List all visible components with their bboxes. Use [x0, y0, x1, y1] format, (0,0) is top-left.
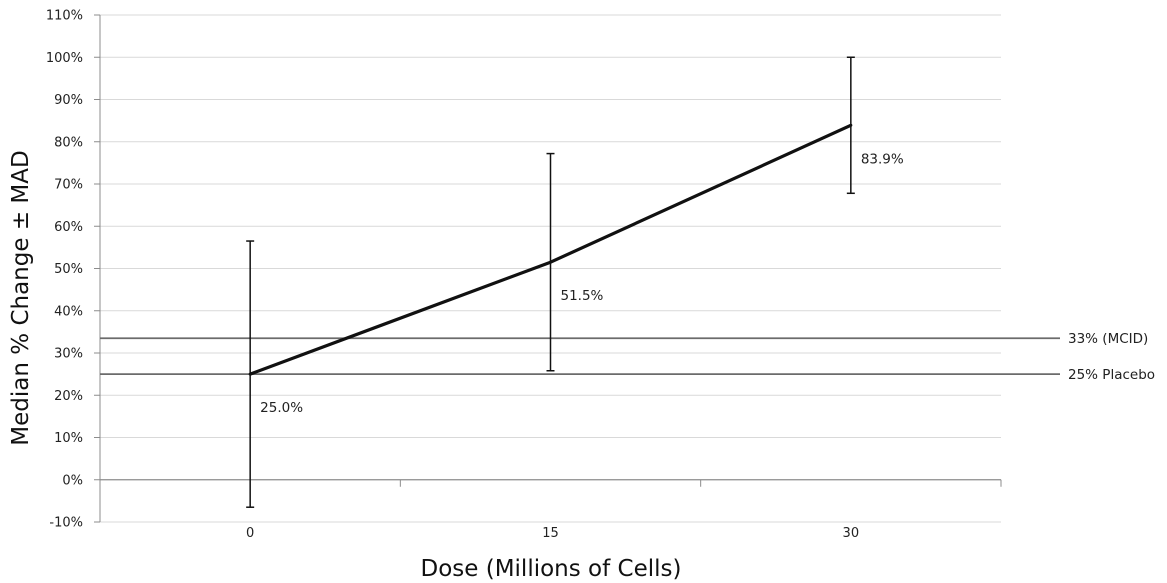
- y-tick-label: 50%: [54, 262, 83, 277]
- x-tick-label: 15: [542, 526, 559, 541]
- axes: -10% 0% 10% 20% 30% 40% 50% 60% 70% 80% 90% 100% 110…: [46, 9, 1002, 541]
- y-tick-label: 110%: [46, 9, 83, 24]
- y-tick-label: 100%: [46, 51, 83, 66]
- y-axis-title: Median % Change ± MAD: [8, 150, 34, 445]
- y-tick-label: 70%: [54, 178, 83, 193]
- reference-lines: 33% (MCID) 25% Placebo: [100, 331, 1155, 383]
- error-bars: [246, 56, 855, 508]
- data-point: [549, 260, 552, 264]
- y-tick-label: 30%: [54, 347, 83, 362]
- data-point: [248, 372, 252, 376]
- reference-line-label: 25% Placebo: [1068, 367, 1155, 383]
- series-layer: [248, 123, 853, 376]
- y-tick-label: 40%: [54, 304, 83, 319]
- y-tick-label: 20%: [54, 389, 83, 404]
- data-label: 25.0%: [260, 400, 303, 416]
- y-tick-label: 90%: [54, 93, 83, 108]
- labels: 25.0% 51.5% 83.9%: [260, 151, 904, 416]
- y-tick-label: 60%: [54, 220, 83, 235]
- x-axis-title: Dose (Millions of Cells): [421, 556, 682, 582]
- x-tick-label: 0: [246, 526, 254, 541]
- y-tick-label: 80%: [54, 135, 83, 150]
- y-tick-label: 10%: [54, 431, 83, 446]
- y-tick-label: 0%: [62, 473, 83, 488]
- data-label: 51.5%: [561, 288, 604, 304]
- y-tick-label: -10%: [49, 516, 83, 531]
- x-tick-label: 30: [843, 526, 860, 541]
- reference-line-label: 33% (MCID): [1068, 331, 1148, 347]
- data-label: 83.9%: [861, 151, 904, 167]
- data-point: [849, 123, 853, 127]
